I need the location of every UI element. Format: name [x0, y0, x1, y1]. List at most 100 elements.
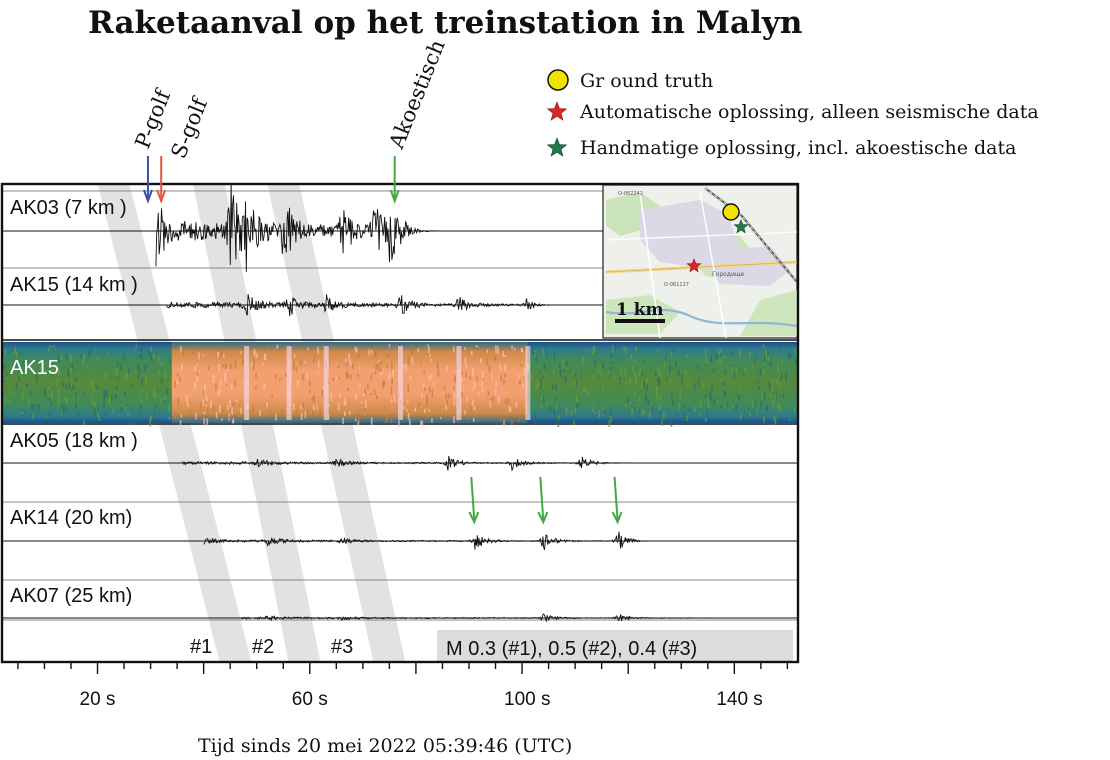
spectrogram-speckle	[769, 361, 772, 368]
spectrogram-speckle	[738, 389, 740, 395]
spectrogram-speckle	[627, 398, 629, 404]
inset-map: O-062242 O-061117 Городище 1 km	[602, 184, 798, 339]
spectrogram-speckle	[592, 407, 594, 412]
spectrogram-speckle	[445, 393, 447, 400]
spectrogram-speckle	[51, 373, 54, 378]
spectrogram-speckle	[229, 399, 231, 405]
spectrogram-speckle	[424, 408, 426, 413]
event-label-3: #3	[331, 636, 353, 658]
spectrogram-speckle	[557, 419, 560, 427]
spectrogram-speckle	[56, 379, 59, 386]
spectrogram-speckle	[699, 413, 701, 416]
spectrogram-speckle	[7, 377, 10, 380]
spectrogram-speckle	[177, 398, 180, 406]
spectrogram-speckle	[511, 420, 513, 425]
spectrogram-speckle	[722, 377, 725, 383]
spectrogram-speckle	[391, 362, 393, 370]
spectrogram-speckle	[131, 382, 133, 388]
spectrogram-speckle	[641, 380, 643, 388]
spectrogram-speckle	[164, 370, 166, 379]
spectrogram-speckle	[221, 418, 223, 421]
spectrogram-speckle	[570, 410, 573, 416]
phase-arrowhead-1	[156, 189, 167, 204]
spectrogram-speckle	[391, 412, 394, 419]
spectrogram-speckle	[504, 374, 506, 378]
spectrogram-speckle	[534, 350, 536, 358]
spectrogram-speckle	[633, 358, 636, 363]
spectrogram-speckle	[658, 383, 661, 386]
spectrogram-speckle	[670, 352, 673, 357]
spectrogram-speckle	[143, 365, 146, 372]
spectrogram-speckle	[430, 358, 433, 362]
spectrogram-speckle	[565, 407, 567, 412]
spectrogram-speckle	[344, 411, 346, 417]
spectrogram-speckle	[622, 379, 624, 382]
trace-waveform-4	[203, 531, 666, 551]
spectrogram-speckle	[14, 347, 16, 354]
spectrogram-speckle	[585, 348, 587, 352]
spectrogram-speckle	[169, 357, 171, 363]
spectrogram-speckle	[69, 354, 72, 363]
spectrogram-speckle	[70, 380, 73, 388]
spectrogram-speckle	[207, 407, 209, 412]
spectrogram-speckle	[342, 417, 344, 425]
spectrogram-speckle	[523, 367, 526, 376]
spectrogram-speckle	[355, 418, 357, 422]
spectrogram-speckle	[678, 369, 680, 377]
spectrogram-speckle	[203, 417, 205, 425]
spectrogram-speckle	[584, 386, 586, 393]
spectrogram-speckle	[117, 361, 119, 366]
spectrogram-speckle	[219, 380, 222, 386]
spectrogram-speckle	[719, 359, 722, 365]
spectrogram-speckle	[150, 415, 152, 421]
spectrogram-speckle	[763, 370, 765, 375]
spectrogram-speckle	[355, 348, 358, 353]
spectrogram-speckle	[411, 347, 414, 355]
spectrogram-speckle	[423, 370, 425, 374]
spectrogram-speckle	[726, 401, 729, 408]
spectrogram-speckle	[403, 406, 405, 410]
spectrogram-speckle	[220, 349, 223, 357]
spectrogram-speckle	[779, 374, 781, 377]
spectrogram-speckle	[103, 395, 106, 402]
spectrogram-speckle	[780, 361, 783, 365]
spectrogram-speckle	[730, 366, 733, 373]
spectrogram-speckle	[47, 416, 50, 422]
spectrogram-speckle	[360, 401, 363, 404]
spectrogram-speckle	[428, 387, 431, 393]
spectrogram-speckle	[381, 371, 384, 374]
spectrogram-speckle	[349, 359, 352, 367]
spectrogram-speckle	[540, 378, 542, 385]
spectrogram-speckle	[754, 357, 756, 365]
spectrogram-speckle	[738, 393, 740, 401]
spectrogram-speckle	[411, 356, 414, 363]
spectrogram-speckle	[321, 413, 323, 419]
spectrogram-speckle	[263, 347, 265, 352]
spectrogram-speckle	[194, 366, 196, 372]
spectrogram-speckle	[771, 379, 773, 382]
spectrogram-speckle	[373, 389, 376, 396]
spectrogram-speckle	[466, 397, 468, 402]
spectrogram-speckle	[160, 397, 163, 404]
spectrogram-speckle	[629, 402, 631, 405]
ak14-arrow-0	[470, 476, 476, 521]
spectrogram-speckle	[649, 411, 651, 417]
spectrogram-speckle	[358, 412, 360, 420]
spectrogram-speckle	[19, 365, 21, 373]
spectrogram-speckle	[565, 361, 568, 368]
spectrogram-speckle	[235, 399, 238, 402]
spectrogram-speckle	[720, 405, 723, 408]
spectrogram-speckle	[255, 372, 257, 379]
spectrogram-speckle	[368, 349, 370, 356]
spectrogram-streak	[525, 346, 531, 420]
spectrogram-speckle	[593, 404, 595, 407]
spectrogram-speckle	[539, 369, 542, 373]
legend-manual-label: Handmatige oplossing, incl. akoestische …	[580, 137, 1016, 159]
spectrogram-speckle	[137, 364, 139, 371]
spectrogram-speckle	[453, 399, 456, 406]
spectrogram-speckle	[219, 388, 221, 394]
spectrogram-speckle	[266, 402, 268, 408]
spectrogram-speckle	[746, 404, 748, 409]
spectrogram-speckle	[250, 362, 253, 368]
spectrogram-speckle	[658, 380, 660, 386]
